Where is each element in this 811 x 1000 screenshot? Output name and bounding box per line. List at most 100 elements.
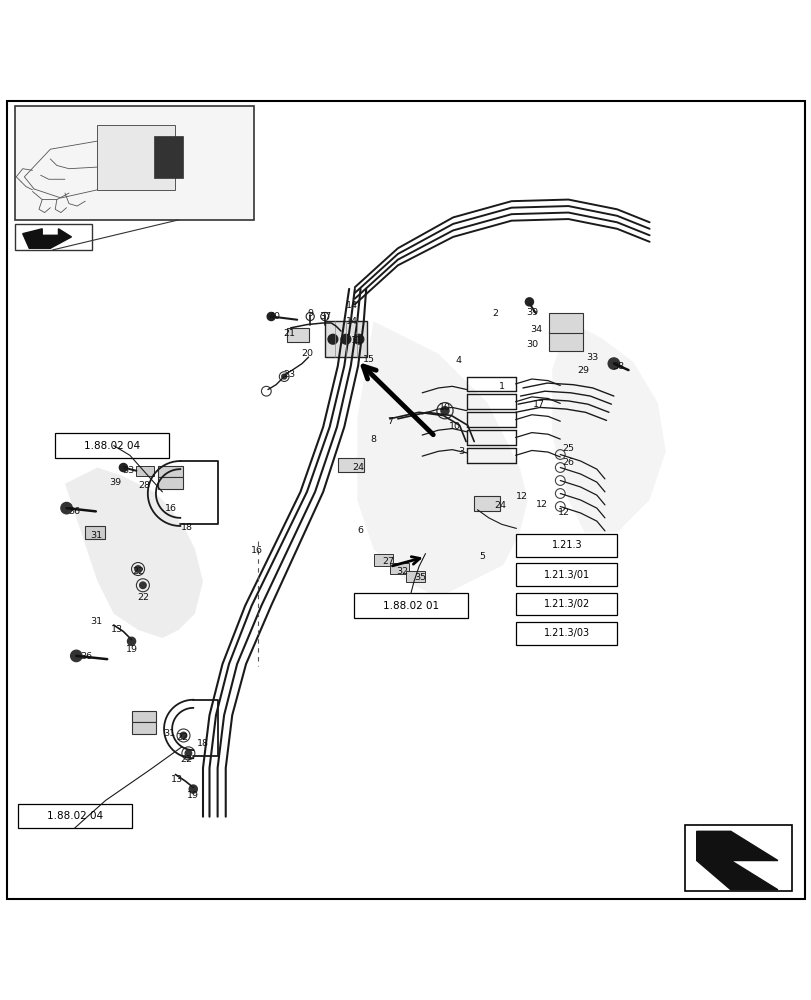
Bar: [684, 825, 791, 891]
Circle shape: [189, 785, 197, 793]
Circle shape: [281, 374, 286, 379]
Text: 31: 31: [90, 531, 101, 540]
Text: 22: 22: [137, 593, 148, 602]
Text: 10: 10: [448, 422, 460, 431]
Bar: [18, 804, 131, 828]
Bar: [516, 563, 616, 586]
Bar: [516, 534, 616, 557]
Bar: [15, 224, 92, 250]
Text: 12: 12: [516, 492, 527, 501]
Text: 32: 32: [397, 567, 408, 576]
Text: 36: 36: [80, 652, 92, 661]
Text: 2: 2: [491, 309, 498, 318]
Text: 30: 30: [526, 340, 538, 349]
Bar: [131, 711, 156, 722]
Bar: [389, 563, 409, 574]
Text: 36: 36: [69, 507, 80, 516]
Text: 39: 39: [109, 478, 121, 487]
Text: 22: 22: [132, 567, 144, 576]
Bar: [55, 433, 169, 458]
Text: 33: 33: [122, 466, 135, 475]
Bar: [516, 593, 616, 615]
Text: 7: 7: [386, 417, 393, 426]
Text: 40: 40: [268, 312, 280, 321]
Text: 11: 11: [351, 336, 363, 345]
Text: 15: 15: [363, 355, 374, 364]
Text: 6: 6: [357, 526, 363, 535]
Bar: [287, 328, 308, 342]
Text: 34: 34: [530, 325, 541, 334]
Circle shape: [607, 358, 619, 369]
Text: 39: 39: [526, 308, 537, 317]
Text: 24: 24: [352, 463, 363, 472]
Circle shape: [440, 407, 448, 415]
Text: 13: 13: [171, 775, 182, 784]
Text: 18: 18: [197, 739, 208, 748]
Bar: [337, 458, 363, 472]
Text: 13: 13: [111, 625, 122, 634]
Bar: [136, 466, 154, 476]
Text: 1: 1: [498, 382, 504, 391]
Text: 1.88.02 01: 1.88.02 01: [382, 601, 439, 611]
Text: 26: 26: [562, 458, 573, 467]
Polygon shape: [551, 321, 665, 532]
Circle shape: [119, 463, 127, 472]
Polygon shape: [691, 833, 720, 883]
Text: 23: 23: [283, 370, 294, 379]
Polygon shape: [357, 321, 527, 597]
Polygon shape: [23, 229, 71, 248]
Text: 3: 3: [457, 447, 464, 456]
Circle shape: [341, 334, 350, 344]
Bar: [97, 125, 174, 190]
Bar: [373, 554, 393, 566]
Bar: [354, 593, 467, 618]
Circle shape: [71, 650, 82, 662]
Text: 14: 14: [346, 317, 358, 326]
Text: 17: 17: [533, 400, 544, 409]
Circle shape: [354, 334, 363, 344]
Bar: [131, 722, 156, 734]
Text: 1.21.3/03: 1.21.3/03: [543, 628, 589, 638]
Bar: [516, 622, 616, 645]
Text: 19: 19: [187, 791, 199, 800]
Circle shape: [180, 732, 187, 739]
Text: 24: 24: [494, 501, 505, 510]
Text: 31: 31: [163, 729, 174, 738]
Text: 19: 19: [126, 645, 137, 654]
Bar: [15, 106, 254, 220]
Circle shape: [135, 566, 141, 572]
Bar: [548, 331, 582, 351]
Text: 5: 5: [478, 552, 485, 561]
Text: 20: 20: [301, 349, 312, 358]
Circle shape: [139, 582, 146, 589]
Text: 22: 22: [181, 755, 192, 764]
Text: 4: 4: [455, 356, 461, 365]
Text: 25: 25: [562, 444, 573, 453]
Polygon shape: [65, 468, 203, 638]
Bar: [474, 496, 500, 511]
Text: 12: 12: [536, 500, 547, 509]
Bar: [85, 526, 105, 539]
Circle shape: [127, 637, 135, 645]
Circle shape: [185, 750, 191, 757]
Text: 1.21.3/01: 1.21.3/01: [543, 570, 589, 580]
Text: 22: 22: [176, 733, 187, 742]
Text: 33: 33: [586, 353, 599, 362]
Text: 8: 8: [370, 435, 376, 444]
Circle shape: [61, 502, 72, 514]
Text: 31: 31: [90, 617, 101, 626]
Circle shape: [525, 298, 533, 306]
Text: 1.21.3/02: 1.21.3/02: [543, 599, 589, 609]
Text: 1.21.3: 1.21.3: [551, 540, 581, 550]
Circle shape: [267, 312, 275, 321]
Text: 9: 9: [307, 309, 313, 318]
Text: 37: 37: [319, 312, 330, 321]
Text: 28: 28: [139, 481, 150, 490]
Text: 10: 10: [439, 403, 450, 412]
Text: 1.88.02 04: 1.88.02 04: [84, 441, 140, 451]
Bar: [548, 313, 582, 333]
Text: 21: 21: [283, 329, 294, 338]
Bar: [158, 477, 182, 489]
Text: 16: 16: [165, 504, 176, 513]
Bar: [154, 136, 182, 178]
